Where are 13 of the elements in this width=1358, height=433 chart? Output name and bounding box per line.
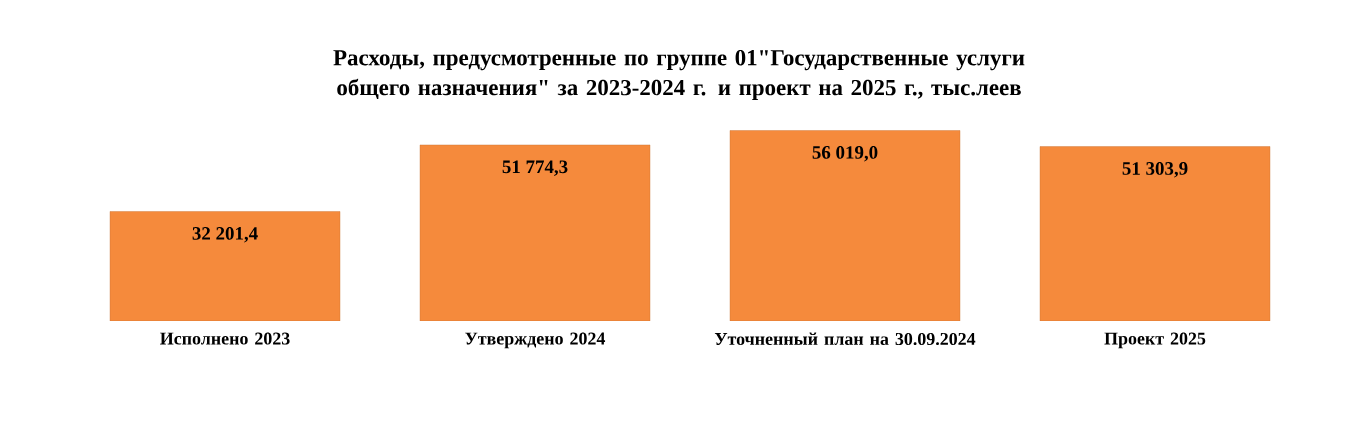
data-label: 51 774,3 [502, 160, 568, 176]
bar [1039, 146, 1271, 321]
x-tick-label: Уточненный план на 30.09.2024 [714, 332, 976, 346]
x-tick-label: Проект 2025 [1104, 332, 1206, 349]
bar [109, 211, 341, 321]
data-label: 56 019,0 [812, 146, 878, 162]
data-label: 51 303,9 [1122, 162, 1188, 178]
bar [729, 130, 961, 321]
bar [420, 144, 651, 321]
data-label: 32 201,4 [192, 227, 258, 243]
chart-title: Расходы, предусмотренные по группе 01"Государственные услуги общего назначения" за 2023-2024 г. и проект на 2025 г., тыс.леев [333, 49, 1025, 100]
x-tick-label: Утверждено 2024 [465, 332, 606, 349]
x-tick-label: Исполнено 2023 [160, 332, 290, 345]
